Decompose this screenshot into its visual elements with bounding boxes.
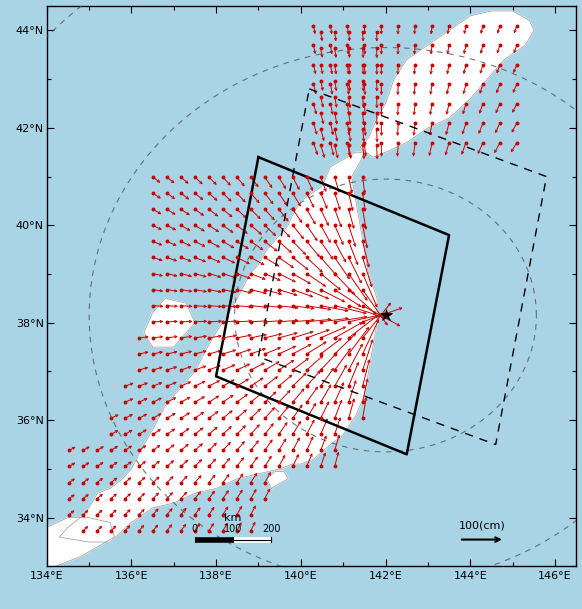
Polygon shape bbox=[59, 152, 377, 542]
Text: km: km bbox=[224, 513, 242, 523]
Polygon shape bbox=[0, 518, 114, 566]
Polygon shape bbox=[267, 471, 288, 488]
Polygon shape bbox=[360, 11, 534, 157]
Text: 100: 100 bbox=[224, 524, 242, 533]
Polygon shape bbox=[144, 298, 195, 347]
Text: 0: 0 bbox=[192, 524, 198, 533]
Text: 100(cm): 100(cm) bbox=[459, 521, 505, 531]
Text: 200: 200 bbox=[262, 524, 281, 533]
